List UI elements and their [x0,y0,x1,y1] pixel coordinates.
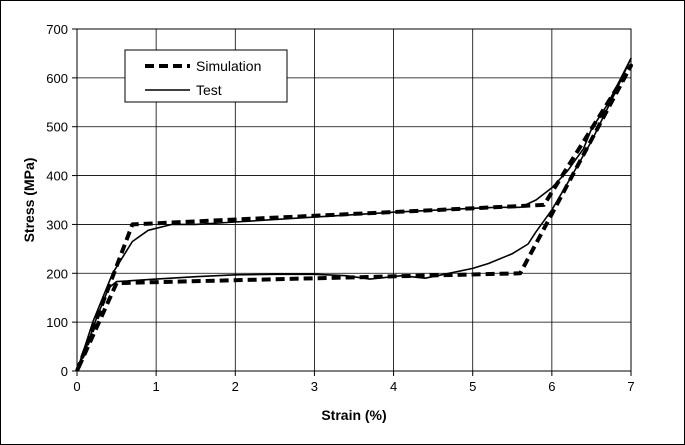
y-tick-label: 700 [46,22,68,37]
tick-labels: 0 1 2 3 4 5 6 7 0 100 200 300 400 500 600 700 [46,22,634,394]
legend-label-test: Test [196,82,222,98]
legend: Simulation Test [124,49,288,103]
legend-label-simulation: Simulation [196,58,261,74]
x-axis-title: Strain (%) [321,407,386,423]
series-line-simulation [75,63,633,372]
y-tick-label: 200 [46,266,68,281]
y-axis-title: Stress (MPa) [21,158,37,243]
series-layer [75,57,633,372]
x-tick-label: 0 [73,379,80,394]
y-tick-label: 0 [61,364,68,379]
x-tick-label: 3 [311,379,318,394]
x-tick-label: 2 [232,379,239,394]
x-tick-label: 1 [153,379,160,394]
x-tick-label: 7 [627,379,634,394]
x-tick-label: 5 [469,379,476,394]
y-tick-label: 500 [46,120,68,135]
x-tick-label: 4 [390,379,397,394]
y-tick-label: 100 [46,315,68,330]
x-tick-label: 6 [548,379,555,394]
series-line-test [76,57,632,372]
y-tick-label: 400 [46,169,68,184]
y-tick-label: 300 [46,217,68,232]
y-tick-label: 600 [46,71,68,86]
legend-box [124,49,288,103]
plot-area-border [76,28,632,372]
